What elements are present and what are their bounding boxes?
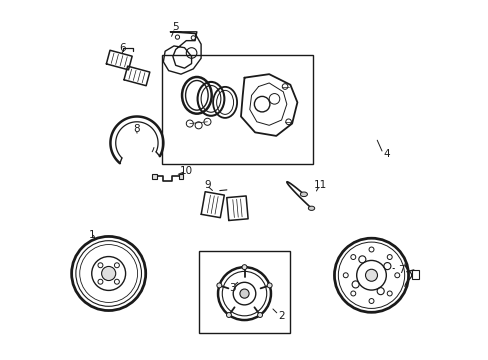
Circle shape [216, 283, 222, 288]
Circle shape [266, 283, 272, 288]
Text: 1: 1 [89, 230, 95, 240]
Text: 6: 6 [119, 43, 126, 53]
Bar [161, 55, 313, 164]
Text: 10: 10 [180, 166, 192, 176]
Text: 2: 2 [278, 311, 284, 321]
Bar [198, 251, 290, 333]
Text: 9: 9 [203, 180, 210, 190]
Bar [152, 174, 157, 179]
Circle shape [102, 266, 116, 280]
Bar [411, 270, 418, 279]
Bar [178, 174, 183, 179]
Circle shape [257, 312, 262, 318]
Text: 4: 4 [383, 149, 390, 158]
Ellipse shape [300, 192, 307, 197]
Text: 5: 5 [172, 22, 179, 32]
Text: 11: 11 [313, 180, 326, 190]
Circle shape [226, 312, 231, 318]
Circle shape [365, 269, 377, 281]
Circle shape [240, 289, 248, 298]
Circle shape [242, 265, 246, 270]
Text: 3: 3 [228, 283, 235, 293]
Ellipse shape [308, 206, 314, 210]
Text: 7: 7 [397, 265, 404, 275]
Text: 8: 8 [133, 124, 140, 134]
